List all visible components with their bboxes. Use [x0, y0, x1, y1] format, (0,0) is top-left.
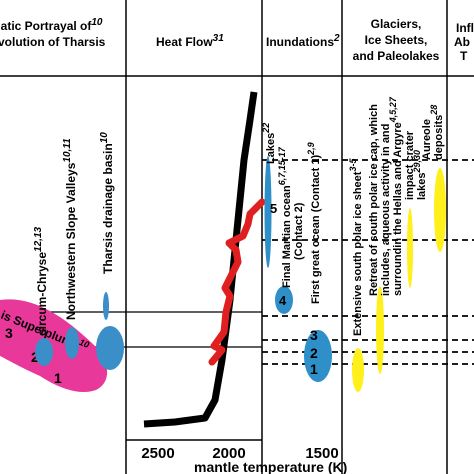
- heat-flow-header: Heat Flow31: [156, 33, 224, 49]
- circum-chryse-blob: [35, 338, 53, 366]
- lakes-bar: [264, 156, 272, 268]
- polar-retreat-bar: [376, 286, 384, 374]
- contact-2-label: (Contact 2): [293, 202, 305, 260]
- first-ocean-blob: [304, 330, 332, 382]
- aureole-label-line2: deposits28: [429, 105, 445, 160]
- heat-flow-column: 2500 2000 1500 mantle temperature (K): [126, 91, 347, 474]
- inundations-column: 5 4 3 2 1 Lakes22 Final Martian ocean6,7…: [261, 123, 332, 382]
- tharsis-stage-1: 1: [54, 370, 62, 386]
- glaciers-header-line3: and Paleolakes: [353, 49, 440, 63]
- inundation-stage-4: 4: [279, 293, 287, 308]
- cut-header-line1: Infl: [456, 21, 474, 35]
- inundation-stage-3: 3: [310, 327, 318, 343]
- south-polar-ice-blob: [352, 348, 364, 392]
- cut-header-line2: Ab: [454, 35, 470, 49]
- crater-lakes-bar: [407, 208, 413, 288]
- nw-slope-label: Northwestern Slope Valleys10,11: [62, 138, 78, 320]
- superplume-shape: [0, 299, 108, 393]
- retreat-label-line3: surroundin the Hellas and Argyre4,5,27: [388, 96, 404, 296]
- tharsis-column: is Superplume10 3 2 1 circum-Chryse12,13…: [0, 132, 124, 393]
- drainage-basin-stem: [103, 292, 109, 320]
- nw-slope-blob-small: [65, 327, 79, 359]
- aureole-label-line1: Aureole: [421, 119, 433, 160]
- final-ocean-blob: [275, 286, 293, 314]
- axis-title: mantle temperature (K): [194, 459, 347, 474]
- glaciers-header-line2: Ice Sheets,: [365, 33, 428, 47]
- retreat-label-line2: includes, aqueous activity in and: [380, 124, 392, 296]
- lakes-label: Lakes22: [261, 123, 277, 164]
- inundation-stage-1: 1: [310, 361, 318, 377]
- red-heat-flow-curve: [208, 198, 266, 366]
- first-ocean-label: First great ocean (Contact 1)2,9: [306, 142, 322, 304]
- south-polar-label: Extensive south polar ice sheet3-5: [348, 158, 364, 336]
- retreat-label-line1: Retreat of south polar ice cap, which: [368, 104, 380, 296]
- tharsis-header-line1: matic Portrayal of10: [0, 17, 103, 33]
- tharsis-header-line2: volution of Tharsis: [0, 35, 106, 49]
- cut-header-line3: T: [460, 49, 468, 63]
- axis-tick-2000: 2000: [212, 445, 245, 462]
- axis-tick-2500: 2500: [141, 445, 174, 462]
- inundation-stage-5: 5: [270, 201, 277, 216]
- tharsis-stage-2: 2: [31, 349, 39, 365]
- axis-tick-1500: 1500: [305, 445, 338, 462]
- impact-crater-label-line2: lakes29,30: [412, 150, 428, 200]
- inundation-stage-2: 2: [310, 345, 318, 361]
- impact-crater-label-line1: impact crater: [404, 130, 416, 200]
- glaciers-header-line1: Glaciers,: [371, 17, 422, 31]
- circum-chryse-label: circum-Chryse12,13: [33, 226, 49, 336]
- inundations-header: Inundations2: [266, 33, 340, 49]
- drainage-basin-blob: [96, 326, 124, 370]
- glaciers-column: Extensive south polar ice sheet3-5 Retre…: [348, 96, 446, 392]
- drainage-basin-label: Tharsis drainage basin10: [99, 132, 115, 274]
- aureole-deposits-blob: [434, 168, 446, 252]
- tharsis-stage-3: 3: [5, 325, 13, 341]
- final-ocean-label: Final Martian ocean6,7,15-17: [277, 146, 293, 288]
